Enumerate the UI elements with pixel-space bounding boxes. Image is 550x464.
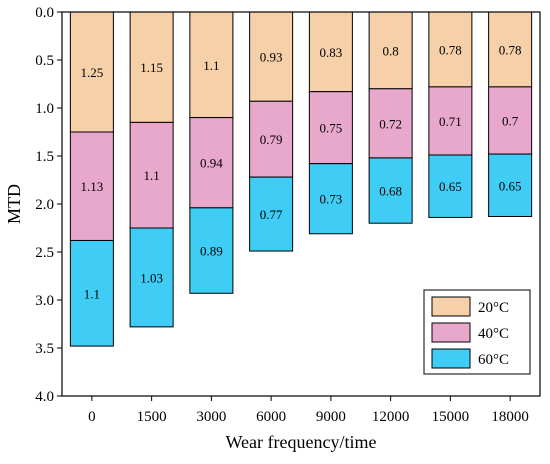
x-axis-title: Wear frequency/time (226, 432, 377, 452)
y-tick-label: 2.5 (35, 245, 54, 261)
plot-frame (61, 11, 541, 397)
data-label: 0.78 (499, 42, 522, 57)
bar-segment (368, 157, 413, 224)
data-label: 1.25 (81, 65, 104, 80)
legend-swatch (431, 348, 471, 369)
data-label: 0.79 (260, 132, 283, 147)
data-label: 0.68 (379, 184, 402, 199)
bar-segment (368, 11, 413, 90)
y-tick-label: 4.0 (35, 389, 54, 405)
data-label: 0.65 (499, 178, 522, 193)
bar-segment (488, 86, 533, 155)
data-label: 0.75 (320, 121, 343, 136)
x-tick-label: 0 (88, 409, 96, 425)
y-tick-label: 2.0 (35, 197, 54, 213)
bar-segment (488, 153, 533, 217)
data-label: 0.77 (260, 207, 283, 222)
data-label: 0.83 (320, 45, 343, 60)
bar-segment (488, 11, 533, 88)
x-tick-label: 1500 (137, 409, 167, 425)
legend-label: 20°C (478, 300, 509, 316)
x-tick-label: 18000 (491, 409, 529, 425)
bar-segment (189, 11, 234, 119)
legend-swatch (431, 296, 471, 317)
bar-segment (428, 154, 473, 218)
x-tick-label: 6000 (256, 409, 286, 425)
y-axis-title: MTD (4, 184, 24, 224)
x-axis: 0 1500 3000 6000 9000 12000 15000 18000 (88, 396, 529, 425)
bar-segment (189, 207, 234, 294)
x-tick-label: 12000 (372, 409, 410, 425)
data-label: 0.73 (320, 192, 343, 207)
data-label: 0.89 (200, 244, 223, 259)
data-label: 1.1 (203, 58, 219, 73)
data-label: 1.1 (144, 168, 160, 183)
data-label: 0.78 (439, 42, 462, 57)
y-tick-label: 3.5 (35, 341, 54, 357)
data-label: 1.1 (84, 286, 100, 301)
data-label: 1.13 (81, 179, 104, 194)
y-tick-label: 3.0 (35, 293, 54, 309)
legend-label: 40°C (478, 326, 509, 342)
data-label: 0.93 (260, 50, 283, 65)
y-tick-label: 0.0 (35, 5, 54, 21)
bar-segment (189, 117, 234, 209)
data-label: 0.71 (439, 114, 462, 129)
data-label: 0.94 (200, 156, 223, 171)
bar-segment (428, 86, 473, 156)
data-label: 0.8 (383, 43, 399, 58)
bar-segment (428, 11, 473, 88)
y-axis: 0.0 0.5 1.0 1.5 2.0 2.5 3.0 3.5 4.0 (35, 5, 62, 405)
bar-segment (368, 88, 413, 159)
legend-swatch (431, 322, 471, 343)
bar-segment (69, 239, 114, 347)
legend-label: 60°C (478, 352, 509, 368)
x-tick-label: 15000 (432, 409, 470, 425)
bars-group: 1.25 1.13 1.1 1.15 1.1 1.03 1.1 0.94 0.89 0.93 0.7… (69, 11, 533, 347)
y-tick-label: 0.5 (35, 53, 54, 69)
bar-segment (308, 91, 353, 165)
y-tick-label: 1.0 (35, 101, 54, 117)
legend: 20°C 40°C 60°C (423, 289, 531, 375)
data-label: 0.7 (502, 113, 519, 128)
data-label: 1.03 (140, 270, 163, 285)
bar-segment (308, 163, 353, 235)
x-tick-label: 3000 (196, 409, 226, 425)
bar-segment (249, 11, 294, 102)
bar-segment (129, 121, 174, 229)
data-label: 0.72 (379, 116, 402, 131)
bar-segment (69, 11, 114, 133)
x-tick-label: 9000 (316, 409, 346, 425)
y-tick-label: 1.5 (35, 149, 54, 165)
bar-segment (249, 176, 294, 252)
data-label: 1.15 (140, 60, 163, 75)
data-label: 0.65 (439, 179, 462, 194)
bar-segment (308, 11, 353, 93)
bar-segment (129, 227, 174, 328)
